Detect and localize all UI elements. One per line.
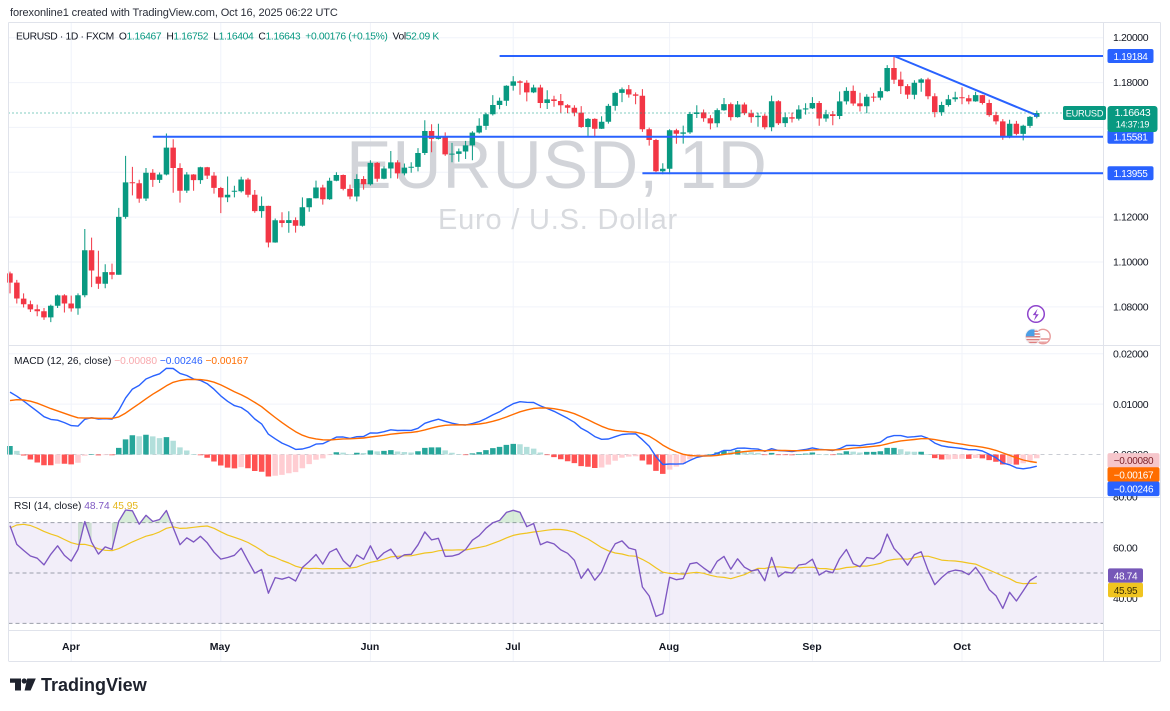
svg-text:48.74: 48.74 <box>1114 571 1138 582</box>
svg-text:EURUSD · 1D · FXCM O1.16467: EURUSD · 1D · FXCM O1.16467 H1.16752 L1.… <box>16 32 439 43</box>
svg-text:45.95: 45.95 <box>1114 586 1138 597</box>
svg-text:Jul: Jul <box>505 641 520 653</box>
svg-text:Apr: Apr <box>62 641 80 653</box>
svg-text:−0.00167: −0.00167 <box>1114 470 1154 481</box>
svg-text:EURUSD, 1D: EURUSD, 1D <box>346 127 768 203</box>
svg-text:Aug: Aug <box>659 641 679 653</box>
svg-text:−0.00246: −0.00246 <box>1114 485 1154 496</box>
svg-text:1.19184: 1.19184 <box>1113 52 1148 63</box>
svg-text:−0.00080: −0.00080 <box>1114 456 1154 467</box>
svg-text:Oct: Oct <box>953 641 971 653</box>
svg-text:MACD (12, 26, close) −0.00080: MACD (12, 26, close) −0.00080 −0.00246 −… <box>14 356 249 367</box>
svg-text:1.18000: 1.18000 <box>1113 77 1149 89</box>
svg-text:Euro / U.S. Dollar: Euro / U.S. Dollar <box>438 204 678 236</box>
svg-text:TradingView: TradingView <box>41 675 148 695</box>
svg-text:forexonline1 created with Trad: forexonline1 created with TradingView.co… <box>10 7 338 19</box>
svg-text:1.13955: 1.13955 <box>1113 169 1148 180</box>
svg-text:1.10000: 1.10000 <box>1113 257 1149 269</box>
svg-text:RSI (14, close) 48.74 45.95: RSI (14, close) 48.74 45.95 <box>14 501 138 512</box>
svg-text:1.08000: 1.08000 <box>1113 301 1149 313</box>
svg-text:May: May <box>210 641 231 653</box>
svg-text:0.01000: 0.01000 <box>1113 399 1149 411</box>
svg-text:1.12000: 1.12000 <box>1113 212 1149 224</box>
svg-text:60.00: 60.00 <box>1113 543 1138 555</box>
svg-text:1.20000: 1.20000 <box>1113 32 1149 44</box>
svg-text:14:37:19: 14:37:19 <box>1116 120 1150 130</box>
svg-text:1.16643: 1.16643 <box>1115 107 1151 119</box>
svg-text:EURUSD: EURUSD <box>1066 109 1104 119</box>
svg-text:0.02000: 0.02000 <box>1113 349 1149 361</box>
svg-text:Jun: Jun <box>361 641 380 653</box>
svg-text:Sep: Sep <box>802 641 821 653</box>
svg-text:1.15581: 1.15581 <box>1113 133 1148 144</box>
